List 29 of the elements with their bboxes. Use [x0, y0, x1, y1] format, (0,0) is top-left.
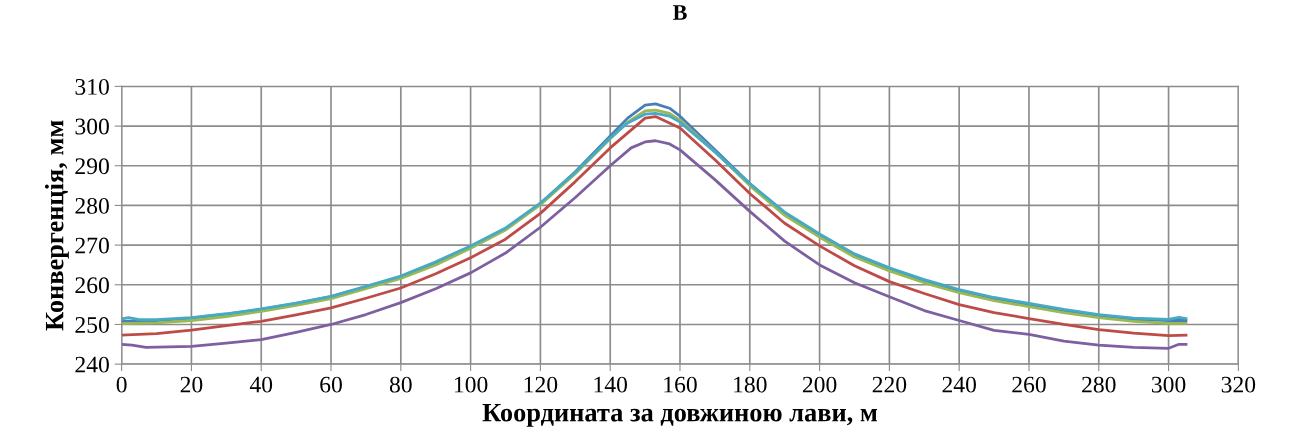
y-tick-label: 240: [75, 356, 109, 373]
x-tick-label: 20: [180, 376, 203, 393]
x-tick-label: 40: [249, 376, 273, 393]
x-tick-label: 200: [802, 376, 837, 393]
x-tick-label: 60: [320, 376, 342, 393]
x-tick-label: 280: [1082, 376, 1116, 393]
line-series: [121, 139, 1188, 350]
y-tick-label: 260: [75, 277, 109, 294]
x-tick-label: 260: [1012, 376, 1046, 393]
x-tick-label: 240: [942, 376, 976, 393]
x-axis-title: Координата за довжиною лави, м: [482, 403, 878, 427]
x-tick-label: 100: [454, 376, 488, 393]
x-tick-label: 220: [872, 376, 907, 393]
x-tick-label: 120: [524, 376, 558, 393]
y-tick-label: 310: [75, 78, 109, 95]
y-tick-label: 300: [75, 118, 109, 135]
x-tick-label: 80: [389, 376, 412, 393]
y-tick-label: 250: [75, 316, 109, 333]
x-tick-label: 180: [734, 376, 767, 393]
y-axis-title: Конвергенція, мм: [44, 120, 69, 331]
y-tick-label: 270: [75, 237, 109, 254]
x-tick-label: 160: [664, 376, 697, 393]
y-tick-label: 290: [75, 158, 109, 175]
x-tick-label: 0: [116, 376, 127, 393]
x-tick-label: 140: [594, 376, 628, 393]
chart-title: В: [672, 5, 687, 20]
y-tick-label: 280: [75, 197, 109, 214]
x-tick-label: 320: [1221, 376, 1256, 393]
x-tick-label: 300: [1151, 376, 1186, 393]
